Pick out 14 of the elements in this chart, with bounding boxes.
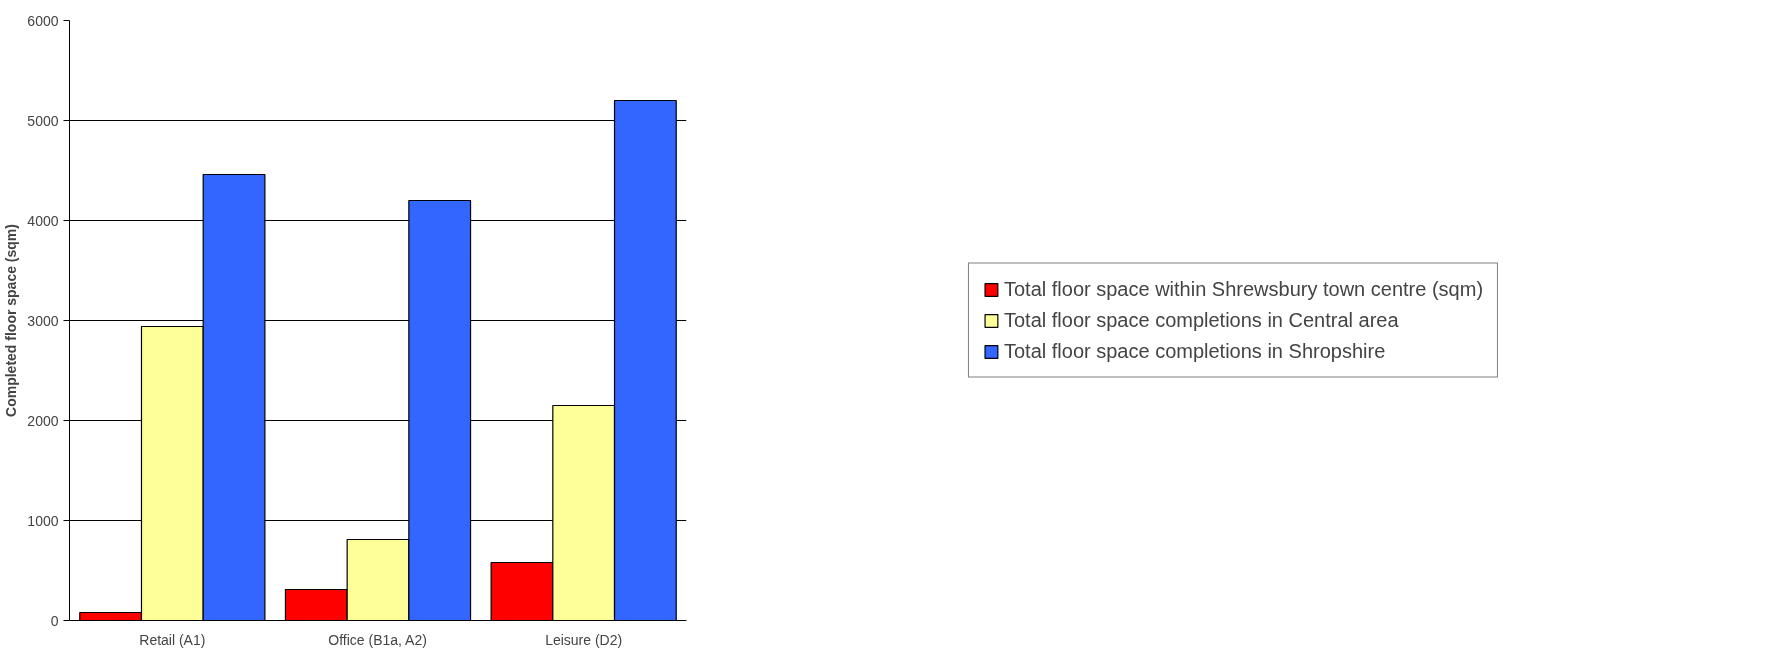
y-tick-label: 6000 [27, 12, 59, 29]
y-tick-label: 5000 [27, 112, 59, 129]
y-tick-label: 0 [50, 612, 59, 629]
y-tick-label: 3000 [27, 312, 59, 329]
x-tick-label: Leisure (D2) [545, 631, 623, 648]
y-axis-title: Completed floor space (sqm) [3, 224, 20, 417]
y-tick-label: 2000 [27, 412, 59, 429]
y-tick-label: 1000 [27, 512, 59, 529]
x-tick-label: Retail (A1) [139, 631, 206, 648]
legend-label: Total floor space completions in Central area [1003, 308, 1399, 332]
legend-label: Total floor space within Shrewsbury town centre (sqm) [1003, 277, 1484, 301]
legend-label: Total floor space completions in Shropshire [1003, 339, 1386, 363]
x-tick-label: Office (B1a, A2) [328, 631, 427, 648]
y-tick-label: 4000 [27, 212, 59, 229]
